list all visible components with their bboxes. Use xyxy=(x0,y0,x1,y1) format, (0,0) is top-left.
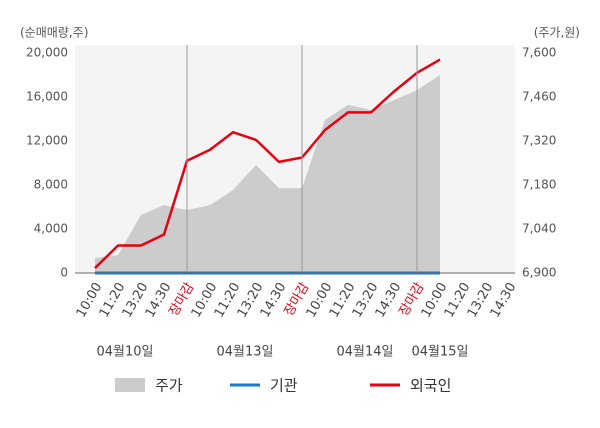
y2-tick-label: 7,320 xyxy=(522,134,556,148)
y-tick-label: 16,000 xyxy=(26,90,68,104)
y-axis-label: (순매매량,주) xyxy=(20,26,88,40)
date-label: 04월10일 xyxy=(96,345,153,360)
y2-tick-label: 6,900 xyxy=(522,266,556,280)
date-label: 04월15일 xyxy=(411,345,468,360)
date-label: 04월14일 xyxy=(336,345,393,360)
y-tick-label: 4,000 xyxy=(34,222,68,236)
y2-axis-label: (주가,원) xyxy=(534,26,580,40)
series-line xyxy=(94,58,441,269)
y2-tick-label: 7,460 xyxy=(522,90,556,104)
legend-swatch xyxy=(115,378,145,392)
y2-tick-label: 7,040 xyxy=(522,222,556,236)
y2-tick-label: 7,180 xyxy=(522,178,556,192)
y-tick-label: 8,000 xyxy=(34,178,68,192)
y-tick-label: 20,000 xyxy=(26,46,68,60)
y-tick-label: 12,000 xyxy=(26,134,68,148)
y2-tick-label: 7,600 xyxy=(522,46,556,60)
legend-label: 주가 xyxy=(155,377,183,395)
y-tick-label: 0 xyxy=(60,266,68,280)
legend-label: 외국인 xyxy=(410,377,451,395)
date-label: 04월13일 xyxy=(216,345,273,360)
legend-label: 기관 xyxy=(270,377,298,395)
price-area xyxy=(95,75,440,273)
